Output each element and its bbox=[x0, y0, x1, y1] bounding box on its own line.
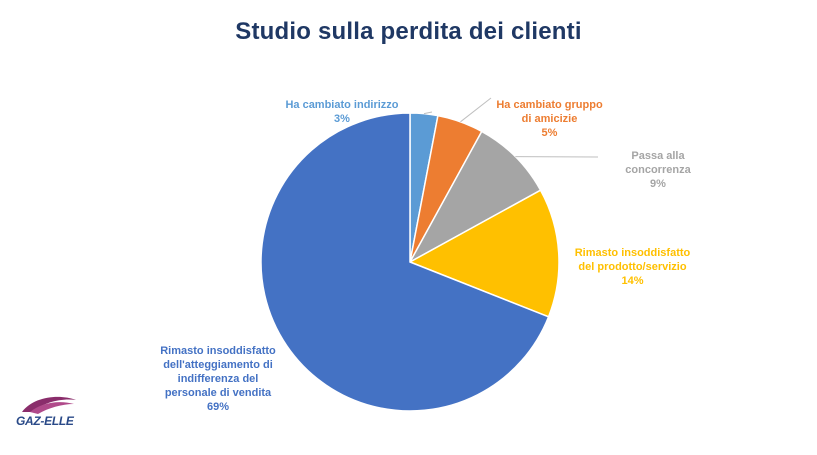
slice-label-text: Passa alla concorrenza bbox=[625, 150, 691, 176]
slice-label-value: 14% bbox=[621, 275, 644, 287]
chart-title: Studio sulla perdita dei clienti bbox=[235, 18, 582, 45]
slice-label-text: Rimasto insoddisfatto del prodotto/servi… bbox=[574, 247, 691, 273]
slice-label-text: Ha cambiato gruppo di amicizie bbox=[496, 99, 603, 125]
logo-text: GAZ-ELLE bbox=[16, 414, 74, 428]
leader-line-1 bbox=[460, 97, 492, 123]
leader-line-0 bbox=[423, 111, 433, 115]
slice-label-prodotto: Rimasto insoddisfatto del prodotto/servi… bbox=[560, 232, 705, 302]
slice-label-text: Rimasto insoddisfatto dell'atteggiamento… bbox=[160, 345, 276, 399]
slice-label-amicizie: Ha cambiato gruppo di amicizie 5% bbox=[477, 84, 622, 154]
slice-label-concorrenza: Passa alla concorrenza 9% bbox=[603, 135, 713, 205]
slice-label-value: 9% bbox=[650, 178, 666, 190]
slice-label-value: 69% bbox=[206, 401, 230, 413]
slice-label-indirizzo: Ha cambiato indirizzo 3% bbox=[262, 84, 422, 140]
pie-slice-2 bbox=[408, 130, 542, 264]
slice-label-value: 3% bbox=[334, 113, 350, 125]
pie-slice-4 bbox=[260, 112, 550, 412]
gazelle-logo-icon bbox=[22, 396, 76, 414]
slice-label-value: 5% bbox=[541, 127, 558, 139]
slice-label-text: Ha cambiato indirizzo bbox=[285, 99, 399, 111]
pie-slice-3 bbox=[408, 189, 560, 318]
slice-label-personale: Rimasto insoddisfatto dell'atteggiamento… bbox=[143, 330, 293, 428]
